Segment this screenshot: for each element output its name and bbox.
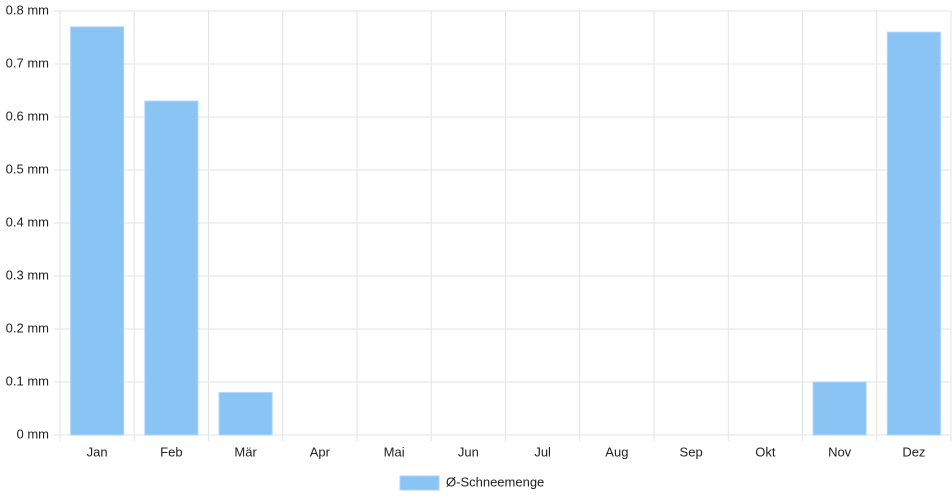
y-tick-label: 0.2 mm — [6, 320, 49, 335]
y-tick-label: 0.1 mm — [6, 373, 49, 388]
bar — [886, 31, 941, 436]
bar — [70, 26, 125, 436]
x-tick-label: Apr — [310, 444, 331, 459]
x-tick-label: Nov — [828, 444, 852, 459]
y-tick-label: 0.6 mm — [6, 108, 49, 123]
bar — [812, 381, 867, 436]
y-tick-label: 0.7 mm — [6, 55, 49, 70]
y-tick-label: 0.5 mm — [6, 161, 49, 176]
x-tick-label: Mai — [384, 444, 405, 459]
x-tick-label: Okt — [755, 444, 776, 459]
x-tick-label: Feb — [160, 444, 182, 459]
x-tick-label: Sep — [680, 444, 703, 459]
x-tick-label: Aug — [605, 444, 628, 459]
y-tick-label: 0.8 mm — [6, 2, 49, 17]
legend-label: Ø-Schneemenge — [446, 474, 544, 489]
bar — [218, 392, 273, 436]
y-tick-label: 0.3 mm — [6, 267, 49, 282]
x-tick-label: Dez — [902, 444, 925, 459]
legend-swatch — [399, 475, 440, 491]
bar — [144, 100, 199, 436]
x-tick-label: Jan — [87, 444, 108, 459]
x-tick-label: Mär — [234, 444, 257, 459]
x-tick-label: Jul — [534, 444, 551, 459]
y-tick-label: 0.4 mm — [6, 214, 49, 229]
x-tick-label: Jun — [458, 444, 479, 459]
y-tick-label: 0 mm — [17, 426, 50, 441]
